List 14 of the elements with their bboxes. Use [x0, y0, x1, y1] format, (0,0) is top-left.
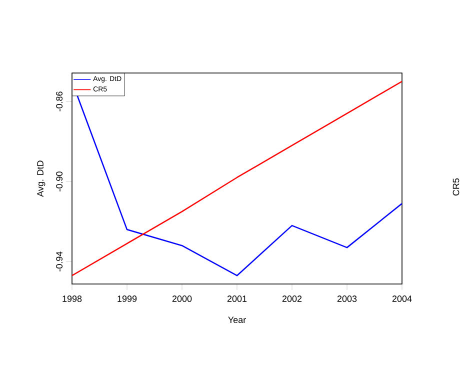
y-tick-label: -0.86 — [56, 92, 63, 112]
x-axis-title: Year — [228, 316, 246, 324]
x-tick-label: 2003 — [337, 296, 357, 302]
line-series — [72, 80, 402, 276]
y2-axis-title: CR5 — [452, 178, 460, 196]
x-tick-label: 2000 — [172, 296, 192, 302]
x-tick-label: 2001 — [227, 296, 247, 302]
x-tick-label: 1998 — [62, 296, 82, 302]
y-tick-label: -0.94 — [56, 252, 63, 272]
x-tick-label: 1999 — [118, 296, 137, 302]
x-tick-label: 2004 — [392, 296, 412, 302]
y-axis-title: Avg. DtD — [37, 160, 46, 197]
x-tick-label: 2002 — [282, 296, 302, 302]
y-tick-label: -0.90 — [56, 172, 63, 192]
